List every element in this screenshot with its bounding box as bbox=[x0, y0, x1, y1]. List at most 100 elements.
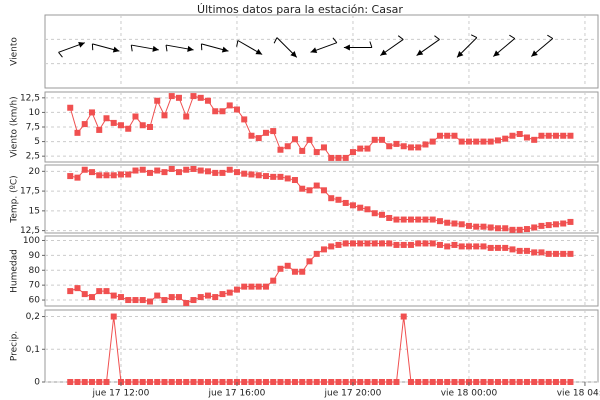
data-point bbox=[429, 240, 436, 247]
data-point bbox=[139, 297, 146, 304]
data-point bbox=[451, 132, 458, 139]
wind-arrow bbox=[416, 35, 440, 56]
data-point bbox=[328, 154, 335, 161]
data-point bbox=[342, 154, 349, 161]
x-tick-label: jue 17 20:00 bbox=[324, 389, 382, 399]
data-point bbox=[117, 122, 124, 129]
data-point bbox=[161, 169, 168, 176]
wind-arrow bbox=[456, 34, 478, 58]
y-axis-label: Viento (km/h) bbox=[10, 96, 20, 157]
data-point bbox=[371, 379, 378, 385]
data-point bbox=[328, 195, 335, 202]
data-point bbox=[110, 292, 117, 299]
data-point bbox=[139, 122, 146, 129]
x-tick-label: vie 18 04:00 bbox=[557, 389, 600, 399]
data-point bbox=[371, 240, 378, 247]
data-point bbox=[415, 144, 422, 151]
data-point bbox=[284, 175, 291, 182]
data-point bbox=[567, 218, 574, 225]
data-point bbox=[183, 113, 190, 120]
data-point bbox=[342, 379, 349, 385]
data-point bbox=[444, 243, 451, 250]
x-tick-label: jue 17 12:00 bbox=[92, 389, 150, 399]
data-point bbox=[313, 182, 320, 189]
data-point bbox=[357, 145, 364, 152]
data-point bbox=[436, 379, 443, 385]
data-point bbox=[255, 283, 262, 290]
data-point bbox=[255, 379, 262, 385]
data-point bbox=[502, 244, 509, 251]
data-point bbox=[531, 136, 538, 143]
y-tick-label: 70 bbox=[29, 281, 41, 291]
arrow-barb bbox=[369, 41, 373, 48]
arrow-barb bbox=[273, 37, 278, 44]
data-point bbox=[313, 149, 320, 156]
data-point bbox=[451, 241, 458, 248]
wind-arrow bbox=[58, 41, 86, 58]
data-point bbox=[262, 379, 269, 385]
data-point bbox=[168, 93, 175, 100]
data-point bbox=[197, 294, 204, 301]
data-point bbox=[110, 172, 117, 179]
data-point bbox=[444, 219, 451, 226]
y-axis-label: Precip. bbox=[10, 331, 20, 361]
data-point bbox=[538, 222, 545, 229]
data-point bbox=[241, 170, 248, 177]
data-point bbox=[146, 124, 153, 130]
data-point bbox=[161, 379, 168, 385]
data-point bbox=[458, 221, 465, 228]
data-point bbox=[531, 379, 538, 385]
data-point bbox=[342, 240, 349, 247]
y-tick-label: 80 bbox=[29, 266, 41, 276]
data-point bbox=[204, 292, 211, 299]
data-point bbox=[545, 250, 552, 257]
data-point bbox=[386, 379, 393, 385]
data-point bbox=[523, 379, 530, 385]
wind-arrow bbox=[343, 41, 373, 51]
data-point bbox=[146, 379, 153, 385]
arrow-head bbox=[493, 50, 500, 57]
data-point bbox=[502, 135, 509, 142]
data-point bbox=[480, 243, 487, 250]
data-point bbox=[262, 129, 269, 136]
data-point bbox=[277, 146, 284, 153]
data-point bbox=[74, 129, 81, 136]
arrow-barb bbox=[165, 44, 168, 52]
data-point bbox=[487, 379, 494, 385]
data-point bbox=[364, 206, 371, 213]
data-point bbox=[88, 379, 95, 385]
y-tick-label: 10 bbox=[29, 108, 41, 118]
y-tick-label: 5 bbox=[34, 137, 40, 147]
data-point bbox=[494, 225, 501, 232]
data-point bbox=[386, 214, 393, 221]
data-point bbox=[386, 240, 393, 247]
data-point bbox=[487, 224, 494, 231]
data-point bbox=[96, 172, 103, 179]
data-point bbox=[291, 177, 298, 184]
data-point bbox=[538, 132, 545, 139]
data-point bbox=[241, 283, 248, 290]
data-point bbox=[567, 250, 574, 257]
data-point bbox=[320, 187, 327, 194]
data-line bbox=[70, 316, 571, 383]
data-point bbox=[328, 243, 335, 250]
data-point bbox=[516, 379, 523, 385]
data-point bbox=[219, 291, 226, 298]
data-point bbox=[88, 294, 95, 301]
data-point bbox=[175, 294, 182, 301]
y-tick-label: 100 bbox=[23, 236, 40, 246]
y-tick-label: 17,5 bbox=[20, 187, 40, 197]
arrow-head bbox=[380, 49, 387, 56]
data-point bbox=[436, 132, 443, 139]
arrow-head bbox=[310, 47, 318, 54]
data-point bbox=[110, 119, 117, 126]
data-point bbox=[393, 241, 400, 248]
data-point bbox=[219, 379, 226, 385]
data-point bbox=[212, 379, 219, 385]
data-point bbox=[494, 379, 501, 385]
chart-title: Últimos datos para la estación: Casar bbox=[197, 3, 403, 16]
arrow-barb bbox=[58, 51, 63, 58]
data-point bbox=[262, 283, 269, 290]
data-point bbox=[444, 132, 451, 139]
